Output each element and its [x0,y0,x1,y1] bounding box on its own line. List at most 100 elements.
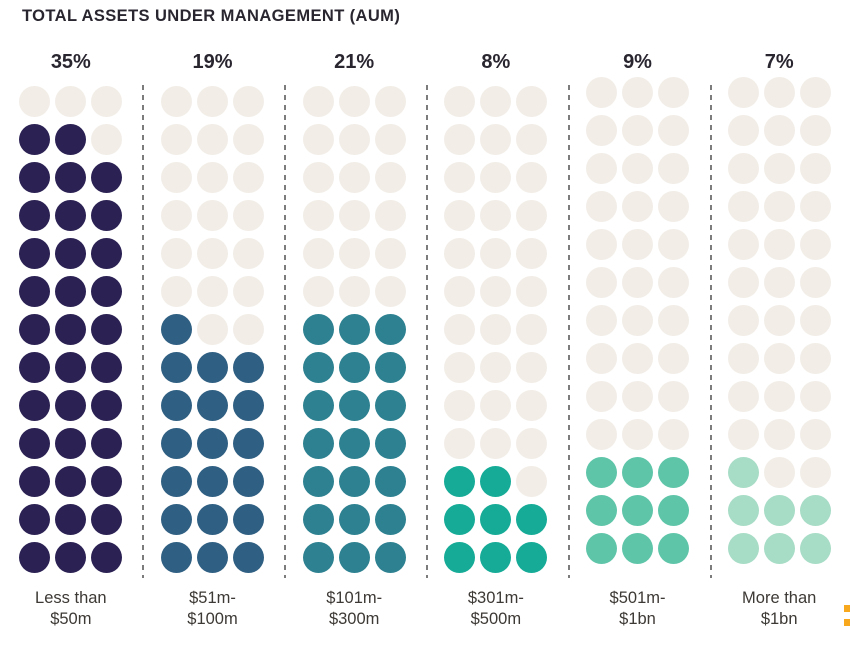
category-label: $501m- $1bn [610,588,666,630]
dot [233,466,264,497]
dot [727,343,759,374]
dot [19,390,51,421]
category-label: More than $1bn [742,588,816,630]
dot [799,419,831,450]
dot [161,86,192,117]
dot [161,200,192,231]
dot [55,314,87,345]
column-301m-500m: 8% $301m- $500m [425,48,567,630]
dot [658,343,690,374]
dot [91,428,123,459]
dot [763,381,795,412]
dot [374,200,406,231]
percent-label: 21% [334,51,375,73]
dot [19,352,51,383]
dot [622,533,654,564]
dot [55,276,87,307]
dot [586,305,618,336]
dot [763,419,795,450]
dot [161,390,192,421]
dot [763,229,795,260]
dot [622,305,654,336]
dot [480,162,512,193]
dot [19,200,51,231]
dot [338,162,370,193]
dot [197,504,228,535]
dot [444,276,476,307]
dot [516,200,548,231]
dot [586,267,618,298]
column-51m-100m: 19% $51m- $100m [142,48,284,630]
dot [622,267,654,298]
dot [763,533,795,564]
dot [374,162,406,193]
dot [91,162,123,193]
dot [586,153,618,184]
dot [91,352,123,383]
dot [480,200,512,231]
dot [586,343,618,374]
dot [516,276,548,307]
dot [658,77,690,108]
dot [480,238,512,269]
category-label: $51m- $100m [187,588,237,630]
dot [374,124,406,155]
dot [19,124,51,155]
percent-label: 9% [623,51,652,73]
dot [727,381,759,412]
dot [19,504,51,535]
dot [55,466,87,497]
dot [338,542,370,573]
dot [161,124,192,155]
column-separator [710,85,712,578]
dot [516,86,548,117]
dot [799,343,831,374]
dot [91,314,123,345]
dot [374,428,406,459]
dot [161,428,192,459]
dot [799,115,831,146]
dot [55,86,87,117]
dot [622,153,654,184]
dot-grid [586,77,690,564]
dot [233,542,264,573]
dot [19,276,51,307]
column-more-than-1bn: 7% More than $1bn [708,48,850,630]
dot [374,390,406,421]
dot [658,457,690,488]
dot [444,162,476,193]
dot [658,191,690,222]
dot [658,495,690,526]
percent-label: 35% [50,51,91,73]
dot [55,504,87,535]
dot [91,276,123,307]
column-less-than-50m: 35% Less than $50m [0,48,142,630]
dot [622,191,654,222]
dot [658,229,690,260]
dot [727,77,759,108]
column-101m-300m: 21% $101m- $300m [283,48,425,630]
category-label: Less than $50m [35,588,107,630]
dot [658,153,690,184]
dot [586,229,618,260]
dot [91,542,123,573]
dot [516,504,548,535]
dot [444,466,476,497]
dot [799,229,831,260]
dot [799,77,831,108]
dot [480,504,512,535]
dot [763,77,795,108]
dot [444,542,476,573]
category-label-line2: $500m [470,610,522,628]
dot [658,381,690,412]
dot [374,86,406,117]
category-label-line1: $501m- [609,589,666,607]
dot [55,162,87,193]
dot [302,86,334,117]
dot [338,352,370,383]
dot [233,86,264,117]
dot [197,162,228,193]
category-label-line2: $100m [187,610,238,628]
dot [233,504,264,535]
